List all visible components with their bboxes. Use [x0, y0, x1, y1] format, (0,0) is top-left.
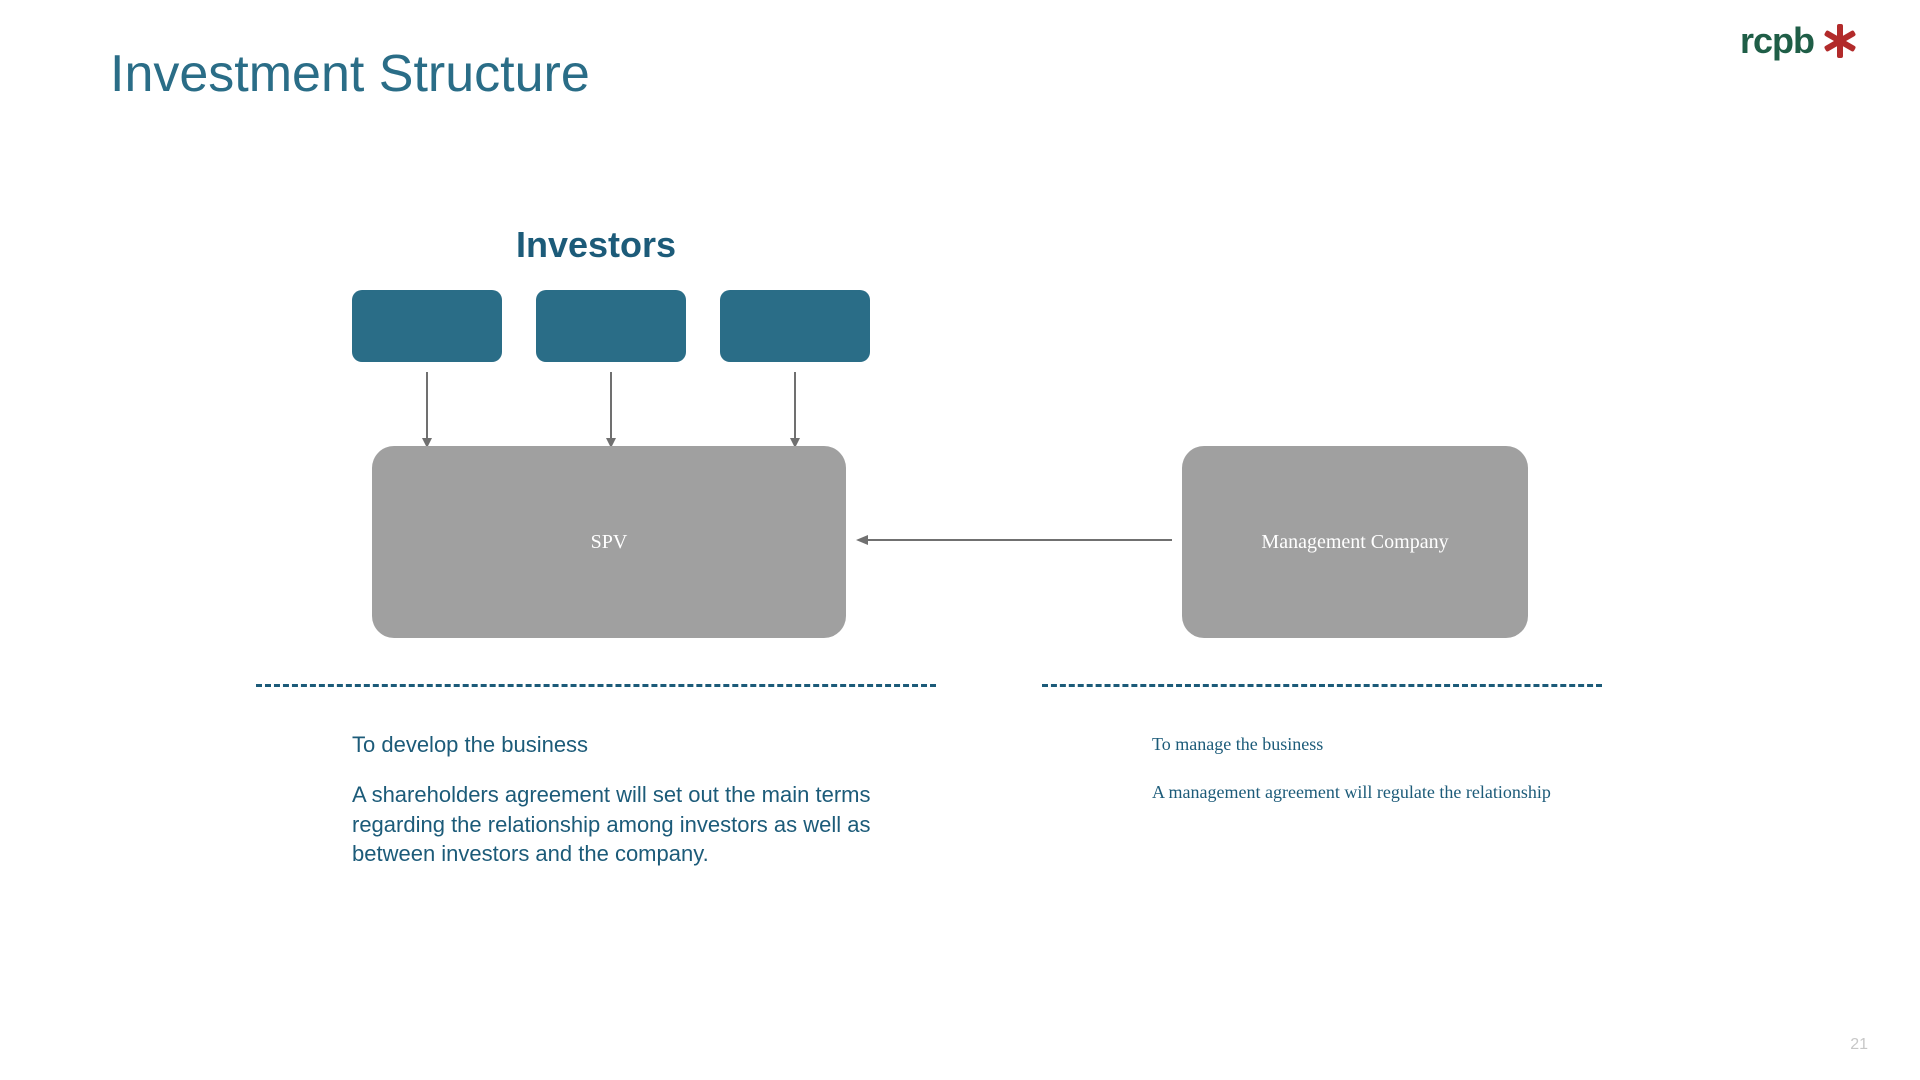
right-section-heading: To manage the business — [1152, 734, 1323, 755]
spv-label: SPV — [591, 531, 628, 554]
investor-box — [536, 290, 686, 362]
spv-box: SPV — [372, 446, 846, 638]
left-section-body: A shareholders agreement will set out th… — [352, 780, 912, 869]
investor-box — [352, 290, 502, 362]
asterisk-icon — [1820, 21, 1860, 61]
divider-dashed — [256, 684, 936, 687]
arrow-down-icon — [417, 372, 437, 448]
arrow-left-icon — [856, 530, 1172, 550]
arrow-down-icon — [601, 372, 621, 448]
management-company-box: Management Company — [1182, 446, 1528, 638]
logo-text: rcpb — [1740, 20, 1814, 62]
logo: rcpb — [1740, 20, 1860, 62]
arrow-down-icon — [785, 372, 805, 448]
divider-dashed — [1042, 684, 1602, 687]
slide-title: Investment Structure — [110, 44, 590, 104]
investors-heading: Investors — [516, 224, 676, 266]
left-section-heading: To develop the business — [352, 732, 588, 758]
right-section-body: A management agreement will regulate the… — [1152, 782, 1632, 803]
page-number: 21 — [1850, 1036, 1868, 1054]
investor-box — [720, 290, 870, 362]
management-company-label: Management Company — [1261, 531, 1448, 554]
